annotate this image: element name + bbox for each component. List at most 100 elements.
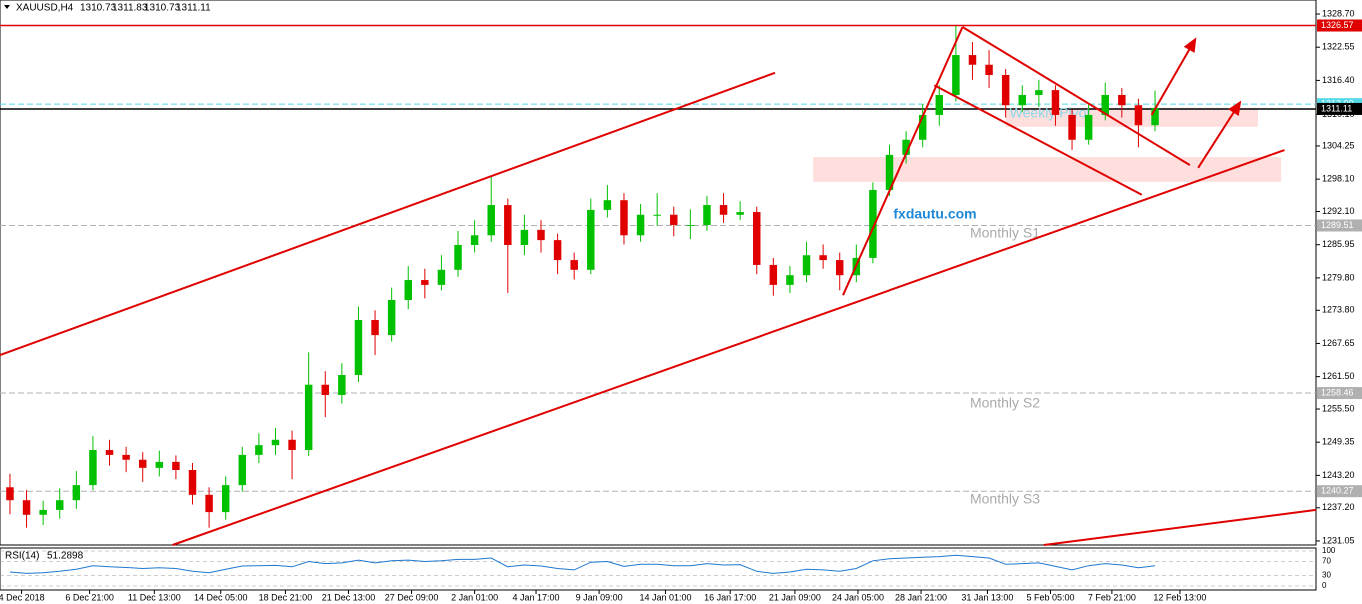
candle-body bbox=[553, 240, 562, 261]
candle-body bbox=[1101, 94, 1109, 115]
candle-body bbox=[869, 189, 877, 258]
candle-body bbox=[968, 55, 977, 65]
x-tick-label: 12 Feb 13:00 bbox=[1153, 592, 1206, 602]
candle-body bbox=[172, 461, 180, 470]
quote-open: 1310.73 bbox=[80, 3, 117, 14]
level-badge bbox=[1317, 19, 1362, 32]
x-tick-label: 4 Jan 17:00 bbox=[513, 592, 560, 602]
rsi-tick-label: 30 bbox=[1322, 571, 1331, 580]
candle-body bbox=[437, 269, 446, 285]
chart-layer: 1328.701322.551316.401310.101304.251298.… bbox=[0, 8, 1362, 602]
x-tick-label: 21 Dec 13:00 bbox=[322, 592, 376, 602]
candle-body bbox=[835, 260, 844, 276]
x-tick-label: 2 Jan 01:00 bbox=[451, 592, 498, 602]
arrow-head bbox=[1228, 100, 1242, 117]
candle-body bbox=[454, 244, 462, 270]
candle-body bbox=[1001, 75, 1010, 106]
y-tick-label: 1322.55 bbox=[1322, 42, 1355, 52]
quote-close: 1311.11 bbox=[176, 3, 211, 14]
candle-body bbox=[703, 205, 711, 226]
x-tick-label: 31 Jan 13:00 bbox=[961, 592, 1013, 602]
candle-body bbox=[902, 139, 910, 155]
candle-body bbox=[719, 205, 728, 215]
x-tick-label: 28 Jan 21:00 bbox=[895, 592, 947, 602]
candle-body bbox=[6, 487, 14, 501]
level-badge bbox=[1317, 102, 1362, 115]
level-badge bbox=[1317, 485, 1362, 498]
candle-body bbox=[736, 212, 744, 215]
level-label: 1240.27 bbox=[1321, 486, 1354, 496]
rsi-label: RSI(14) bbox=[5, 551, 39, 562]
y-tick-label: 1285.95 bbox=[1322, 239, 1355, 249]
trendline bbox=[933, 84, 1143, 196]
x-tick-label: 27 Dec 09:00 bbox=[385, 592, 439, 602]
level-label: 1311.11 bbox=[1321, 103, 1352, 113]
x-tick-label: 9 Jan 09:00 bbox=[576, 592, 623, 602]
candle-body bbox=[404, 280, 412, 301]
candle-body bbox=[56, 500, 64, 510]
quote-low: 1310.73 bbox=[144, 3, 181, 14]
rsi-panel bbox=[0, 547, 1317, 591]
candle-body bbox=[39, 509, 47, 515]
candle-body bbox=[72, 485, 81, 501]
candle-body bbox=[935, 94, 944, 115]
candle-body bbox=[636, 214, 645, 236]
price-panel bbox=[0, 0, 1317, 546]
candle-body bbox=[769, 264, 778, 285]
level-badge bbox=[1317, 219, 1362, 232]
candle-body bbox=[470, 235, 479, 245]
candle-body bbox=[255, 445, 263, 455]
candle-body bbox=[304, 384, 313, 451]
rsi-tick-label: 70 bbox=[1322, 557, 1331, 566]
y-tick-label: 1292.10 bbox=[1322, 206, 1355, 216]
x-tick-label: 16 Jan 17:00 bbox=[704, 592, 756, 602]
annotation: Monthly S1 bbox=[970, 225, 1040, 241]
candle-body bbox=[487, 205, 495, 236]
level-label: 1289.51 bbox=[1321, 220, 1354, 230]
candle-body bbox=[686, 225, 695, 227]
candle-body bbox=[653, 214, 661, 216]
trendline bbox=[0, 71, 776, 356]
candle-body bbox=[155, 461, 164, 468]
candle-body bbox=[802, 255, 811, 276]
candle-body bbox=[321, 384, 329, 395]
candle-body bbox=[89, 450, 97, 486]
candle-body bbox=[819, 255, 827, 261]
candle-body bbox=[1051, 90, 1060, 115]
candle-body bbox=[918, 114, 927, 140]
quote-high: 1311.83 bbox=[112, 3, 148, 14]
annotation: Monthly S3 bbox=[970, 491, 1040, 507]
arrow-shaft bbox=[1197, 102, 1241, 169]
candle-body bbox=[1068, 114, 1076, 140]
trendline bbox=[842, 26, 964, 296]
y-tick-label: 1237.20 bbox=[1322, 502, 1355, 512]
annotation: Monthly S2 bbox=[970, 395, 1040, 411]
x-tick-label: 6 Dec 21:00 bbox=[65, 592, 114, 602]
arrow-shaft bbox=[1150, 39, 1196, 116]
y-tick-label: 1298.10 bbox=[1322, 174, 1355, 184]
candle-body bbox=[387, 300, 396, 336]
candle-body bbox=[620, 200, 628, 236]
candle-body bbox=[338, 375, 346, 395]
candle-body bbox=[753, 212, 761, 265]
symbol: XAUUSD,H4 bbox=[16, 3, 74, 14]
level-badge bbox=[1317, 387, 1362, 400]
y-tick-label: 1261.50 bbox=[1322, 371, 1355, 381]
x-tick-label: 21 Jan 09:00 bbox=[769, 592, 821, 602]
x-tick-label: 18 Dec 21:00 bbox=[259, 592, 313, 602]
x-tick-label: 14 Jan 01:00 bbox=[639, 592, 691, 602]
zone bbox=[813, 157, 1282, 182]
candle-body bbox=[520, 229, 529, 245]
level-label: 1258.46 bbox=[1321, 387, 1354, 397]
x-tick-label: 11 Dec 13:00 bbox=[128, 592, 181, 602]
candle-body bbox=[1118, 94, 1126, 106]
candle-body bbox=[288, 439, 296, 451]
candle-body bbox=[188, 469, 197, 495]
candle-body bbox=[587, 209, 595, 270]
y-tick-label: 1316.40 bbox=[1322, 75, 1355, 85]
candle-body bbox=[238, 454, 247, 486]
trendline bbox=[172, 149, 1285, 546]
candle-body bbox=[138, 459, 147, 468]
candle-body bbox=[221, 485, 230, 513]
